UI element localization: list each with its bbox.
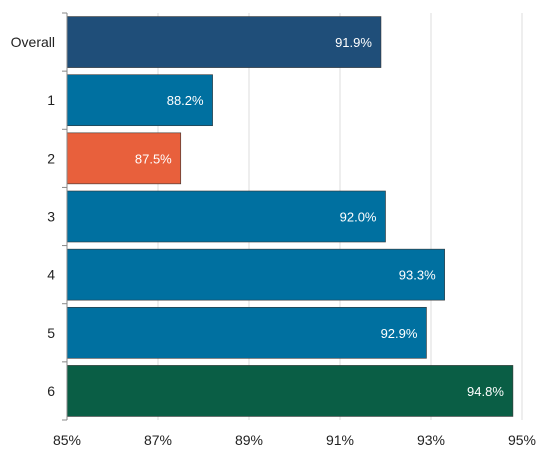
- data-label: 92.9%: [381, 326, 418, 341]
- y-tick-label: Overall: [11, 34, 55, 50]
- x-tick-label: 93%: [417, 432, 445, 448]
- y-tick-label: 2: [47, 150, 55, 166]
- y-tick-label: 6: [47, 383, 55, 399]
- bar-6: [66, 365, 514, 417]
- data-label: 93.3%: [399, 268, 436, 283]
- bar-4: [66, 248, 445, 301]
- x-tick-label: 91%: [326, 432, 354, 448]
- bar-5: [66, 306, 427, 359]
- data-label: 92.0%: [340, 210, 377, 225]
- data-label: 87.5%: [135, 151, 172, 166]
- y-tick-label: 3: [47, 209, 55, 225]
- data-label: 94.8%: [467, 384, 504, 399]
- y-tick-label: 4: [47, 267, 55, 283]
- x-tick-label: 87%: [144, 432, 172, 448]
- axes: [62, 12, 68, 421]
- bar-3: [66, 190, 386, 243]
- x-tick-label: 89%: [235, 432, 263, 448]
- data-label: 88.2%: [167, 93, 204, 108]
- bar-overall: [66, 16, 382, 68]
- y-tick-label: 5: [47, 325, 55, 341]
- bar-1: [66, 74, 213, 127]
- x-tick-label: 95%: [508, 432, 536, 448]
- bars: [66, 16, 514, 417]
- data-label: 91.9%: [335, 35, 372, 50]
- labels: 91.9% Overall 88.2% 1 87.5% 2 92.0% 3 93.3% 4 92.9…: [11, 34, 536, 448]
- x-tick-label: 85%: [53, 432, 81, 448]
- y-tick-label: 1: [47, 92, 55, 108]
